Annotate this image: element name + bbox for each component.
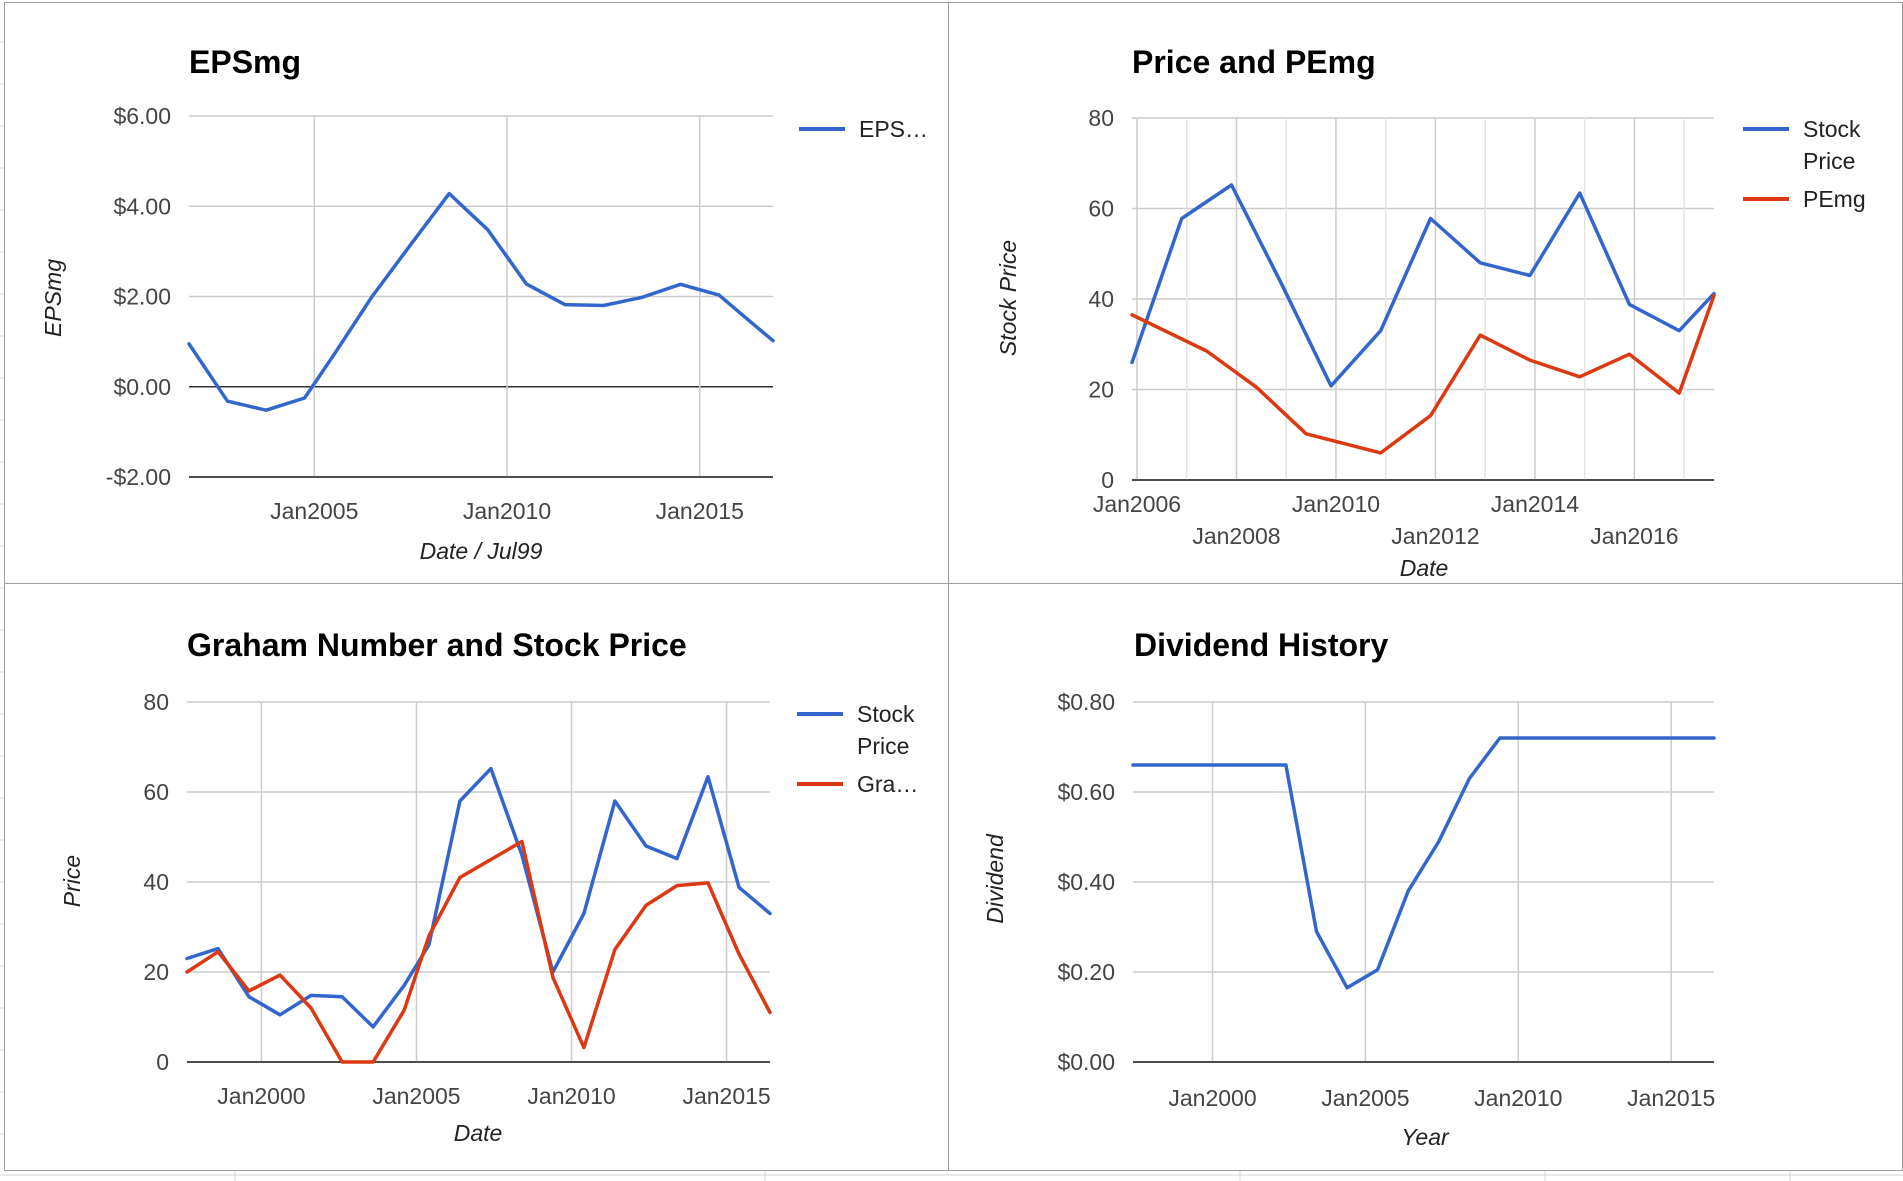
x-tick-label: Jan2000	[1168, 1085, 1256, 1111]
y-axis-label: Dividend	[982, 833, 1008, 924]
y-tick-label: 80	[1088, 105, 1114, 131]
y-tick-label: 40	[143, 869, 169, 895]
legend-label: Gra…	[857, 771, 918, 797]
x-tick-label: Jan2010	[463, 498, 551, 524]
x-tick-label: Jan2005	[1321, 1085, 1409, 1111]
x-axis-label: Year	[1401, 1124, 1450, 1150]
legend-label: Stock	[857, 701, 915, 727]
legend-label: Price	[1803, 148, 1855, 174]
y-tick-label: 80	[143, 689, 169, 715]
dividend-chart: Dividend History $0.00 $0.20 $0.40 $0.60 $0.…	[982, 627, 1716, 1150]
y-tick-label: 20	[1088, 377, 1114, 403]
series-line-1	[185, 766, 772, 1029]
y-axis-label: Stock Price	[995, 240, 1021, 356]
chart-title: Graham Number and Stock Price	[187, 627, 687, 663]
y-tick-label: $2.00	[113, 284, 171, 310]
graham-chart-panel[interactable]: Graham Number and Stock Price 0 20 40 60 80 J…	[4, 583, 949, 1171]
y-tick-label: $6.00	[113, 103, 171, 129]
series-line-1	[1130, 183, 1716, 388]
y-tick-label: $0.60	[1057, 779, 1115, 805]
series-line-2	[1130, 293, 1716, 455]
x-tick-label: Jan2015	[1627, 1085, 1715, 1111]
y-tick-label: $0.20	[1057, 959, 1115, 985]
x-axis-label: Date	[1400, 555, 1449, 581]
y-tick-label: $4.00	[113, 193, 171, 219]
y-tick-label: 60	[1088, 196, 1114, 222]
x-tick-label: Jan2010	[1474, 1085, 1562, 1111]
y-tick-label: 20	[143, 959, 169, 985]
x-tick-label: Jan2000	[217, 1083, 305, 1109]
price-pemg-chart: Price and PEmg 0 20 40 60 80 Jan2006 Jan2008 Ja…	[995, 44, 1866, 581]
x-tick-label: Jan2008	[1192, 523, 1280, 549]
series-line-2	[185, 839, 772, 1064]
chart-title: EPSmg	[189, 44, 301, 80]
epsmg-chart-panel[interactable]: EPSmg -$2.00 $0.00 $2.00 $4.00 $6.00 Jan2005 J…	[4, 2, 949, 584]
x-axis-label: Date / Jul99	[420, 538, 543, 564]
epsmg-chart: EPSmg -$2.00 $0.00 $2.00 $4.00 $6.00 Jan2005 J…	[40, 44, 928, 564]
y-tick-label: 0	[1101, 467, 1114, 493]
x-tick-label: Jan2010	[1292, 491, 1380, 517]
x-tick-label: Jan2015	[656, 498, 744, 524]
y-tick-label: $0.80	[1057, 689, 1115, 715]
graham-chart: Graham Number and Stock Price 0 20 40 60 80 J…	[59, 627, 918, 1146]
y-tick-label: $0.00	[1057, 1049, 1115, 1075]
x-axis-label: Date	[454, 1120, 503, 1146]
series-line-1	[187, 191, 775, 412]
x-tick-label: Jan2010	[527, 1083, 615, 1109]
x-tick-label: Jan2015	[682, 1083, 770, 1109]
x-tick-label: Jan2005	[372, 1083, 460, 1109]
y-tick-label: 60	[143, 779, 169, 805]
y-tick-label: 0	[156, 1049, 169, 1075]
y-tick-label: 40	[1088, 286, 1114, 312]
y-tick-label: $0.00	[113, 374, 171, 400]
y-tick-label: -$2.00	[106, 464, 171, 490]
legend-label: PEmg	[1803, 186, 1866, 212]
chart-title: Price and PEmg	[1132, 44, 1376, 80]
x-tick-label: Jan2014	[1491, 491, 1579, 517]
legend-label: Stock	[1803, 116, 1861, 142]
chart-title: Dividend History	[1134, 627, 1388, 663]
price-pemg-chart-panel[interactable]: Price and PEmg 0 20 40 60 80 Jan2006 Jan2008 Ja…	[948, 2, 1903, 584]
series-line-1	[1131, 736, 1716, 990]
x-tick-label: Jan2016	[1590, 523, 1678, 549]
legend-label: EPS…	[859, 116, 928, 142]
dividend-chart-panel[interactable]: Dividend History $0.00 $0.20 $0.40 $0.60 $0.…	[948, 583, 1903, 1171]
x-tick-label: Jan2012	[1391, 523, 1479, 549]
x-tick-label: Jan2006	[1093, 491, 1181, 517]
y-tick-label: $0.40	[1057, 869, 1115, 895]
y-axis-label: Price	[59, 855, 85, 907]
y-axis-label: EPSmg	[40, 259, 66, 337]
x-tick-label: Jan2005	[270, 498, 358, 524]
legend-label: Price	[857, 733, 909, 759]
